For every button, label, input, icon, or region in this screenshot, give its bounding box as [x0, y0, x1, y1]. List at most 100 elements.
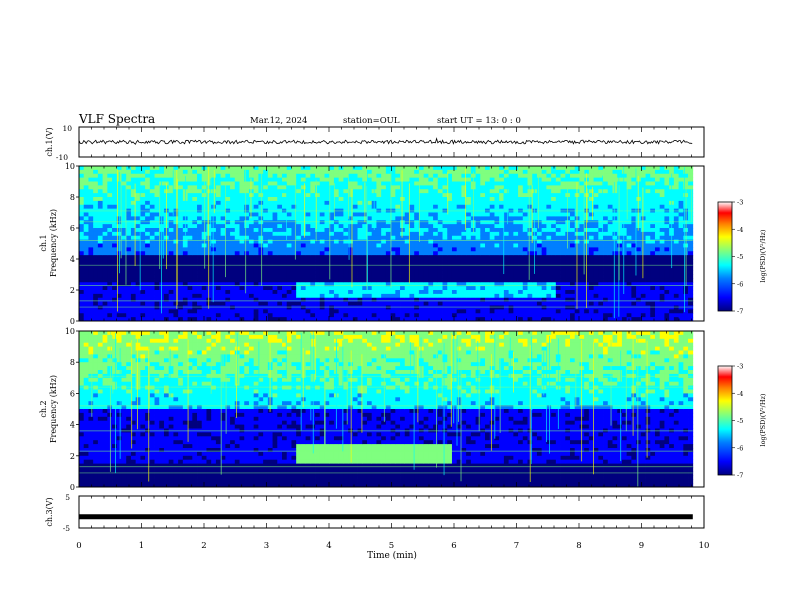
- ch1-spectrogram-cell: [121, 166, 127, 171]
- ch1-spectrogram-cell: [296, 216, 302, 221]
- ch1-spectrogram-cell: [352, 251, 358, 256]
- ch1-spectrogram-cell: [286, 228, 292, 233]
- ch1-spectrogram-cell: [319, 243, 325, 248]
- ch1-spectrogram-cell: [551, 251, 557, 256]
- ch1-spectrogram-cell: [329, 313, 335, 318]
- ch1-spectrogram-cell: [300, 224, 307, 229]
- ch1-spectrogram-cell: [244, 301, 250, 306]
- ch1-spectrogram-cell: [173, 278, 179, 283]
- ch1-spectrogram-cell: [329, 220, 335, 225]
- ch1-spectrogram-cell: [404, 313, 410, 318]
- ch1-spectrogram-cell: [286, 220, 292, 225]
- ch1-spectrogram-cell: [522, 197, 528, 202]
- ch1-spectrogram-cell: [272, 255, 278, 260]
- ch1-spectrogram-cell: [527, 266, 533, 272]
- ch1-spectrogram-cell: [291, 173, 297, 179]
- ch1-spectrogram-cell: [83, 274, 89, 279]
- ch1-spectrogram-cell: [527, 189, 533, 194]
- ch1-spectrogram-cell: [140, 247, 146, 252]
- ch1-spectrogram-cell: [579, 220, 585, 225]
- ch1-spectrogram-cell: [494, 290, 500, 295]
- ch1-spectrogram-cell: [654, 228, 661, 233]
- ch1-spectrogram-cell: [409, 266, 415, 272]
- ch1-spectrogram-cell: [277, 293, 283, 299]
- ch1-spectrogram-cell: [499, 169, 505, 175]
- ch1-spectrogram-cell: [93, 239, 99, 244]
- ch1-spectrogram-cell: [565, 290, 571, 295]
- ch1-spectrogram-cell: [494, 270, 500, 275]
- ch1-spectrogram-cell: [466, 247, 472, 252]
- ch1-spectrogram-cell: [480, 282, 486, 287]
- ch1-spectrogram-cell: [348, 239, 354, 244]
- ch1-spectrogram-cell: [579, 266, 585, 272]
- ch1-spectrogram-cell: [451, 305, 458, 310]
- ch1-spectrogram-cell: [555, 204, 561, 210]
- ch1-spectrogram-cell: [263, 216, 269, 221]
- ch1-spectrogram-cell: [659, 266, 665, 272]
- ch1-spectrogram-cell: [154, 301, 160, 306]
- ch1-spectrogram-cell: [418, 166, 425, 171]
- ch1-spectrogram-cell: [230, 224, 236, 229]
- ch1-spectrogram-cell: [489, 247, 495, 252]
- ch1-spectrogram-cell: [300, 247, 307, 252]
- ch1-spectrogram-cell: [145, 235, 151, 241]
- ch1-spectrogram-cell: [215, 166, 222, 171]
- ch1-spectrogram-cell: [135, 270, 141, 275]
- ch1-spectrogram-cell: [499, 247, 505, 252]
- ch1-spectrogram-cell: [267, 228, 273, 233]
- ch1-spectrogram-cell: [282, 166, 288, 171]
- ch1-spectrogram-cell: [522, 189, 528, 194]
- ch1-spectrogram-cell: [461, 197, 467, 202]
- ch1-spectrogram-cell: [518, 313, 524, 318]
- ch1-spectrogram-cell: [494, 193, 500, 198]
- ch1-spectrogram-cell: [197, 185, 203, 190]
- ch1-spectrogram-cell: [418, 255, 425, 260]
- ch1-spectrogram-cell: [433, 290, 439, 295]
- ch1-spectrogram-cell: [93, 243, 99, 248]
- ch1-spectrogram-cell: [650, 297, 656, 303]
- ch1-spectrogram-cell: [130, 251, 137, 256]
- ch1-spectrogram-cell: [645, 216, 651, 221]
- ch1-spectrogram-cell: [248, 259, 255, 264]
- ch1-spectrogram-cell: [475, 235, 481, 241]
- ch1-spectrogram-cell: [570, 216, 576, 221]
- ch1-spectrogram-cell: [461, 297, 467, 303]
- ch1-spectrogram-cell: [503, 270, 510, 275]
- ch1-spectrogram-cell: [428, 278, 434, 283]
- ch1-spectrogram-cell: [433, 259, 439, 264]
- ch1-spectrogram-cell: [286, 297, 292, 303]
- ch1-spectrogram-cell: [333, 216, 340, 221]
- ch1-spectrogram-cell: [607, 212, 613, 217]
- ch1-spectrogram-cell: [277, 278, 283, 283]
- ch1-spectrogram-cell: [296, 169, 302, 175]
- ch1-spectrogram-cell: [513, 189, 519, 194]
- ch1-spectrogram-cell: [277, 286, 283, 291]
- ch1-spectrogram-cell: [385, 266, 391, 272]
- ch1-spectrogram-cell: [607, 216, 613, 221]
- ch1-spectrogram-cell: [503, 200, 510, 206]
- ch1-spectrogram-cell: [409, 204, 415, 210]
- ch1-spectrogram-cell: [239, 293, 245, 299]
- ch1-spectrogram-cell: [428, 313, 434, 318]
- ch1-spectrogram-cell: [409, 216, 415, 221]
- ch1-spectrogram-cell: [267, 297, 273, 303]
- ch1-spectrogram-cell: [343, 243, 349, 248]
- ch1-spectrogram-cell: [253, 266, 259, 272]
- ch1-spectrogram-cell: [126, 259, 132, 264]
- ch1-spectrogram-cell: [621, 189, 628, 194]
- ch1-spectrogram-cell: [244, 181, 250, 186]
- ch1-spectrogram-cell: [451, 270, 458, 275]
- ch1-spectrogram-cell: [310, 197, 316, 202]
- ch1-spectrogram-cell: [513, 243, 519, 248]
- ch1-spectrogram-cell: [636, 278, 642, 283]
- ch1-spectrogram-cell: [343, 309, 349, 314]
- ch1-spectrogram-cell: [272, 181, 278, 186]
- ch1-spectrogram-cell: [579, 259, 585, 264]
- ch1-spectrogram-cell: [102, 235, 108, 241]
- ch1-spectrogram-cell: [187, 286, 193, 291]
- ch1-spectrogram-cell: [565, 259, 571, 264]
- ch1-spectrogram-cell: [220, 224, 226, 229]
- ch1-spectrogram-cell: [593, 231, 599, 237]
- ch1-spectrogram-cell: [225, 185, 231, 190]
- ch1-spectrogram-cell: [79, 278, 85, 283]
